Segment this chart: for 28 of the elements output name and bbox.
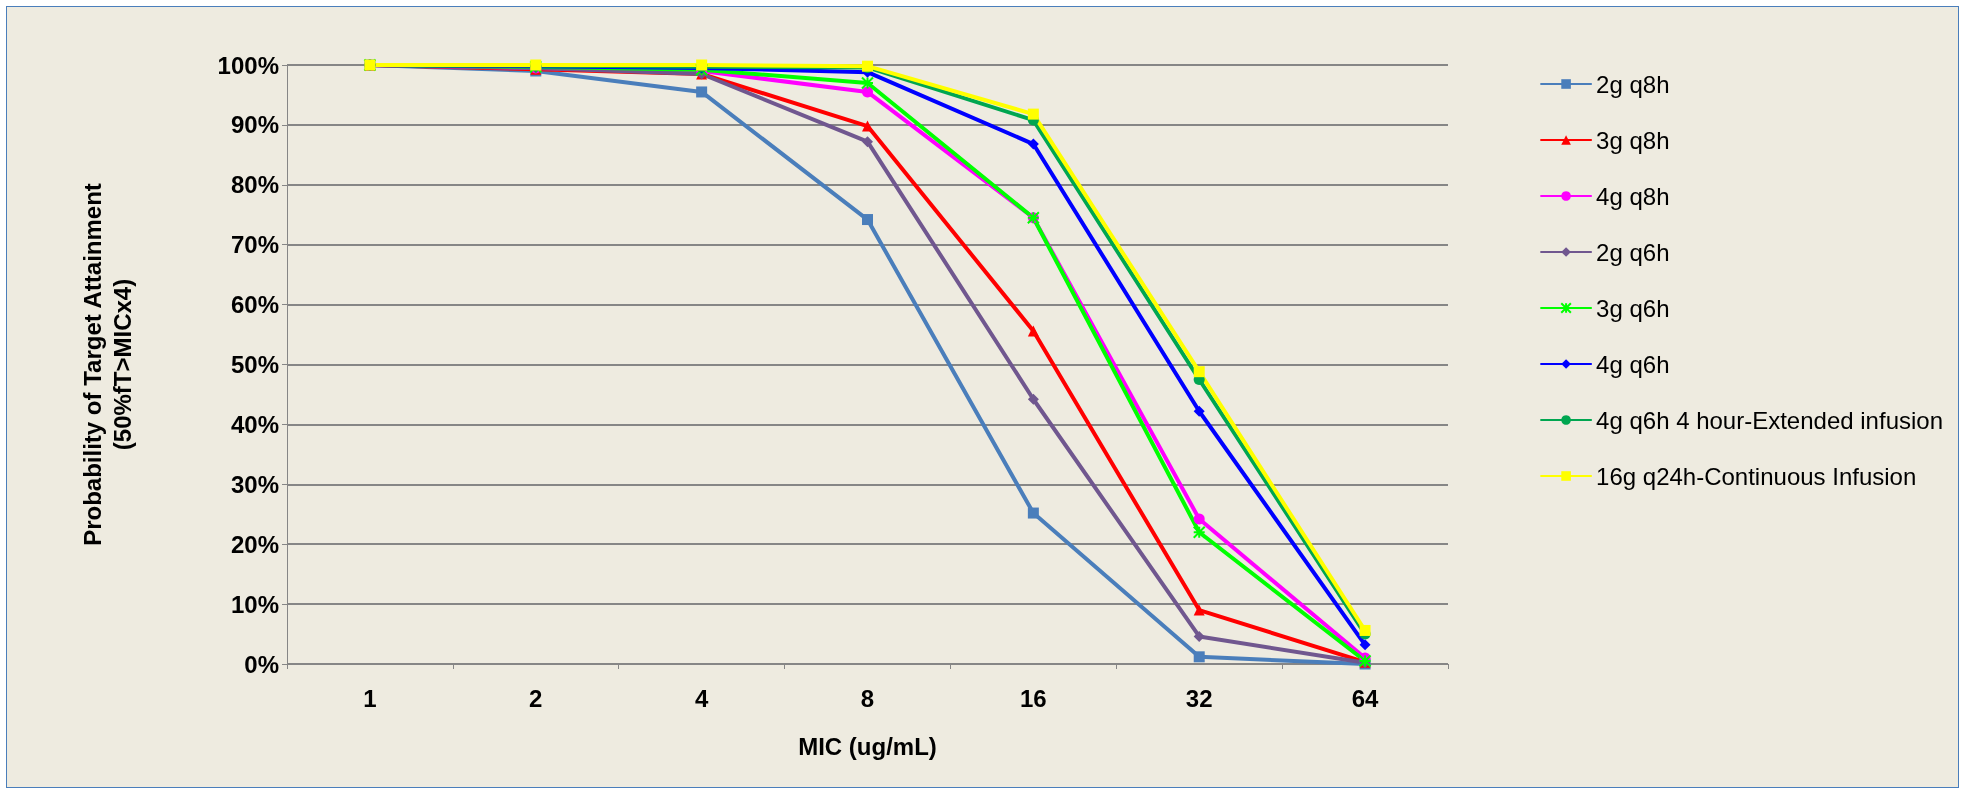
y-tick-label: 70%: [230, 231, 279, 259]
legend-label: 2g q6h: [1596, 238, 1670, 266]
x-tick-label: 32: [1185, 684, 1213, 712]
y-tick-label: 80%: [230, 171, 279, 199]
legend-label: 3g q6h: [1596, 294, 1670, 322]
legend-label: 4g q6h: [1596, 350, 1670, 378]
y-tick-label: 50%: [230, 351, 279, 378]
legend-label: 2g q8h: [1596, 70, 1670, 98]
legend-label: 16g q24h-Continuous Infusion: [1596, 462, 1917, 490]
y-tick-label: 60%: [230, 291, 279, 319]
y-tick-label: 0%: [244, 650, 279, 678]
y-tick-label: 30%: [230, 470, 279, 498]
y-tick-label: 10%: [230, 590, 279, 618]
y-tick-label: 90%: [230, 111, 279, 139]
x-axis-title: MIC (ug/mL): [798, 732, 937, 760]
x-tick-label: 2: [529, 684, 543, 712]
x-tick-label: 1: [363, 684, 377, 712]
y-tick-label: 40%: [230, 410, 279, 438]
y-tick-label: 100%: [217, 51, 279, 79]
y-tick-label: 20%: [230, 530, 279, 558]
legend-label: 4g q8h: [1596, 182, 1670, 210]
x-tick-label: 4: [694, 684, 709, 712]
x-tick-label: 64: [1351, 684, 1380, 712]
x-tick-label: 8: [860, 684, 875, 712]
legend-label: 4g q6h 4 hour-Extended infusion: [1596, 406, 1943, 434]
x-tick-label: 16: [1020, 684, 1047, 712]
y-axis-title: Probability of Target Attainment (50%fT>MICx4): [78, 183, 136, 546]
legend-label: 3g q8h: [1596, 126, 1670, 154]
